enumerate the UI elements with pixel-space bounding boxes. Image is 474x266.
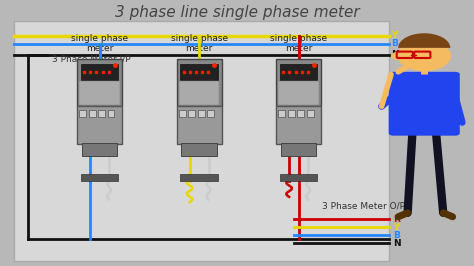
Bar (108, 110, 115, 117)
Text: 3 phase line single phase meter: 3 phase line single phase meter (115, 5, 359, 20)
Text: single phase
meter: single phase meter (71, 34, 128, 53)
Bar (98, 110, 105, 117)
Text: R: R (393, 215, 401, 224)
Bar (288, 110, 295, 117)
Text: B: B (393, 231, 401, 240)
Bar (77, 59, 122, 106)
Bar (179, 110, 185, 117)
Bar (176, 106, 222, 144)
Wedge shape (398, 33, 450, 48)
Bar (81, 64, 118, 80)
Bar (14, 21, 389, 261)
Bar (280, 64, 317, 80)
Bar (281, 143, 316, 156)
Bar (81, 174, 118, 181)
Bar (79, 81, 119, 105)
Bar (179, 81, 219, 105)
Text: Y: Y (393, 223, 400, 232)
Text: N: N (391, 50, 399, 59)
Bar (279, 110, 285, 117)
Circle shape (392, 52, 404, 59)
Bar (280, 174, 317, 181)
Bar (180, 174, 218, 181)
Bar (276, 59, 321, 106)
Bar (176, 59, 222, 106)
Text: single phase
meter: single phase meter (171, 34, 228, 53)
Bar (180, 64, 218, 80)
Bar (89, 110, 95, 117)
Bar (79, 110, 86, 117)
Text: B: B (391, 39, 398, 48)
Bar (279, 81, 319, 105)
Bar (276, 106, 321, 144)
Bar (189, 110, 195, 117)
Circle shape (398, 41, 450, 70)
Bar (77, 106, 122, 144)
Bar (207, 110, 214, 117)
Text: 3 Phase Meter I/P: 3 Phase Meter I/P (52, 54, 131, 63)
Bar (82, 143, 117, 156)
Bar (181, 143, 217, 156)
Bar (298, 110, 304, 117)
Text: single phase
meter: single phase meter (270, 34, 327, 53)
Text: 3 Phase Meter O/P: 3 Phase Meter O/P (322, 201, 405, 210)
FancyBboxPatch shape (389, 72, 460, 136)
Bar (198, 110, 204, 117)
Text: Y: Y (391, 31, 397, 40)
Bar (307, 110, 314, 117)
Text: N: N (393, 239, 401, 248)
